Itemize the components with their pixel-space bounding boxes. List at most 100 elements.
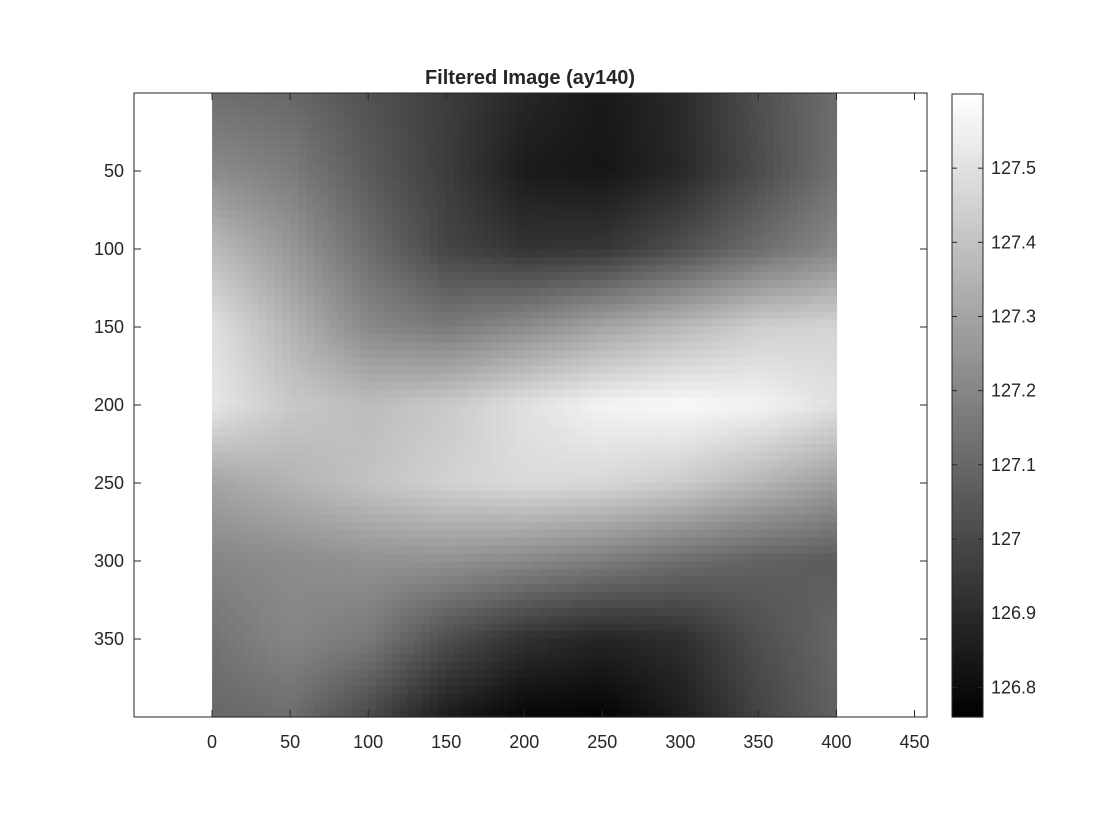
heatmap-cell [305, 459, 315, 468]
heatmap-cell [727, 545, 736, 554]
heatmap-cell [212, 405, 221, 414]
heatmap-cell [485, 210, 494, 219]
heatmap-cell [664, 210, 674, 219]
heatmap-cell [493, 373, 502, 383]
heatmap-cell [805, 186, 814, 195]
heatmap-cell [212, 451, 221, 461]
heatmap-cell [727, 436, 736, 445]
heatmap-cell [477, 522, 486, 531]
heatmap-cell [454, 280, 463, 289]
heatmap-cell [524, 490, 533, 500]
heatmap-cell [633, 420, 642, 429]
heatmap-cell [508, 467, 518, 476]
heatmap-cell [430, 264, 439, 273]
heatmap-cell [360, 288, 369, 297]
heatmap-cell [297, 475, 307, 484]
heatmap-cell [313, 100, 322, 110]
heatmap-cell [813, 327, 822, 336]
heatmap-cell [414, 334, 424, 344]
heatmap-cell [469, 373, 479, 383]
heatmap-cell [563, 272, 572, 281]
heatmap-cell [290, 249, 299, 258]
heatmap-cell [555, 373, 564, 383]
heatmap-cell [282, 459, 291, 468]
heatmap-cell [711, 225, 720, 234]
heatmap-cell [719, 412, 728, 422]
heatmap-cell [219, 194, 229, 203]
heatmap-cell [578, 412, 588, 422]
heatmap-cell [493, 147, 502, 156]
heatmap-cell [555, 444, 564, 453]
heatmap-cell [414, 139, 424, 149]
heatmap-cell [321, 249, 330, 258]
heatmap-cell [805, 217, 814, 227]
heatmap-cell [586, 280, 596, 289]
heatmap-cell [235, 194, 244, 203]
heatmap-cell [625, 202, 635, 211]
heatmap-cell [227, 490, 237, 500]
heatmap-cell [258, 529, 268, 539]
heatmap-cell [461, 467, 471, 476]
heatmap-cell [766, 358, 775, 367]
heatmap-cell [454, 303, 463, 312]
heatmap-cell [789, 568, 799, 578]
heatmap-cell [375, 537, 385, 546]
heatmap-cell [414, 217, 424, 227]
heatmap-cell [313, 264, 322, 273]
heatmap-cell [212, 225, 221, 234]
heatmap-cell [828, 241, 838, 250]
heatmap-cell [251, 132, 260, 141]
heatmap-cell [391, 568, 400, 578]
heatmap-cell [383, 529, 393, 539]
heatmap-cell [352, 327, 361, 336]
heatmap-cell [266, 139, 276, 149]
heatmap-cell [656, 210, 666, 219]
heatmap-cell [235, 389, 244, 398]
heatmap-cell [266, 568, 276, 578]
heatmap-cell [438, 225, 447, 234]
heatmap-cell [375, 178, 385, 188]
heatmap-cell [571, 132, 580, 141]
heatmap-cell [774, 311, 783, 320]
heatmap-cell [610, 467, 619, 476]
heatmap-cell [399, 561, 408, 570]
heatmap-cell [578, 139, 588, 149]
heatmap-cell [329, 194, 338, 203]
heatmap-cell [656, 444, 666, 453]
heatmap-cell [742, 358, 752, 367]
heatmap-cell [563, 241, 572, 250]
heatmap-cell [508, 225, 518, 234]
heatmap-cell [727, 303, 736, 312]
heatmap-cell [656, 147, 666, 156]
heatmap-cell [375, 428, 385, 437]
heatmap-cell [547, 451, 557, 461]
heatmap-cell [266, 93, 276, 102]
heatmap-cell [282, 428, 291, 437]
heatmap-cell [571, 249, 580, 258]
heatmap-cell [571, 373, 580, 383]
heatmap-cell [446, 576, 455, 585]
heatmap-cell [766, 116, 775, 125]
heatmap-cell [414, 295, 424, 305]
heatmap-cell [297, 155, 307, 164]
heatmap-cell [368, 522, 377, 531]
heatmap-cell [243, 522, 252, 531]
heatmap-cell [664, 124, 674, 133]
heatmap-cell [742, 163, 752, 172]
heatmap-cell [758, 233, 767, 242]
heatmap-cell [399, 529, 408, 539]
heatmap-cell [438, 358, 447, 367]
heatmap-cell [360, 576, 369, 585]
heatmap-cell [719, 272, 728, 281]
heatmap-cell [727, 358, 736, 367]
heatmap-cell [734, 256, 744, 266]
heatmap-cell [664, 537, 674, 546]
heatmap-cell [219, 373, 229, 383]
heatmap-cell [672, 451, 681, 461]
heatmap-cell [461, 483, 471, 492]
heatmap-cell [594, 217, 603, 227]
heatmap-cell [516, 93, 525, 102]
heatmap-cell [227, 568, 237, 578]
heatmap-cell [672, 108, 681, 117]
